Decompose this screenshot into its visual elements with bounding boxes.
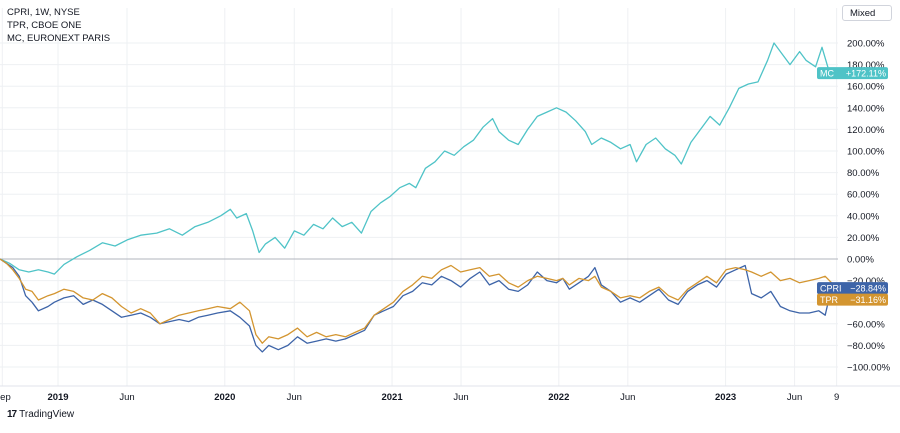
series-line-tpr [0, 258, 836, 344]
price-badge-bg [817, 293, 888, 306]
price-badge-tpr: TPR −31.16% [817, 293, 888, 306]
price-badge-value: +172.11% [846, 69, 886, 79]
chart-legend: CPRI, 1W, NYSE TPR, CBOE ONE MC, EURONEX… [7, 6, 110, 45]
y-tick-label: 20.00% [847, 233, 880, 244]
tradingview-wordmark: TradingView [19, 409, 75, 420]
price-badge-bg [817, 67, 888, 80]
y-tick-label: 40.00% [847, 211, 880, 222]
x-tick-label: Jun [287, 392, 302, 403]
legend-line-cpri[interactable]: CPRI, 1W, NYSE [7, 7, 80, 18]
y-tick-label: 0.00% [847, 255, 874, 266]
y-tick-label: 140.00% [847, 103, 885, 114]
series-line-cpri [0, 258, 836, 353]
price-badge-value: −28.84% [850, 284, 886, 294]
x-tick-label: Jun [453, 392, 468, 403]
x-tick-label: 2023 [715, 392, 736, 403]
x-tick-label: 2019 [47, 392, 68, 403]
tradingview-logo: 17 TradingView [7, 409, 74, 420]
price-badge-bg [817, 282, 888, 295]
x-tick-label: Jun [787, 392, 802, 403]
series-line-mc [0, 42, 836, 275]
y-tick-label: −60.00% [847, 319, 885, 330]
y-tick-label: 100.00% [847, 147, 885, 158]
x-tick-label: 2020 [214, 392, 235, 403]
price-badge-symbol: MC [820, 69, 834, 79]
y-tick-label: 200.00% [847, 39, 885, 50]
price-badge-mc: MC +172.11% [817, 67, 888, 80]
y-tick-label: −20.00% [847, 276, 885, 287]
x-tick-label: 2021 [381, 392, 403, 403]
x-tick-label: Jun [620, 392, 635, 403]
x-tick-label: 2022 [548, 392, 569, 403]
price-badge-symbol: TPR [820, 295, 839, 305]
y-tick-label: 180.00% [847, 60, 885, 71]
legend-line-tpr[interactable]: TPR, CBOE ONE [7, 20, 82, 31]
price-badge-cpri: CPRI −28.84% [817, 282, 888, 295]
y-tick-label: 120.00% [847, 125, 885, 136]
y-tick-label: 60.00% [847, 190, 880, 201]
price-badge-symbol: CPRI [820, 284, 842, 294]
y-tick-label: 80.00% [847, 168, 880, 179]
tradingview-logo-icon: 17 [7, 409, 17, 420]
price-badge-value: −31.16% [850, 295, 886, 305]
y-tick-label: −100.00% [847, 363, 891, 374]
x-tick-label: 9 [834, 392, 839, 403]
x-tick-label: Sep [0, 392, 11, 403]
y-tick-label: 160.00% [847, 82, 885, 93]
legend-line-mc[interactable]: MC, EURONEXT PARIS [7, 33, 111, 44]
y-tick-label: −80.00% [847, 341, 885, 352]
x-tick-label: Jun [119, 392, 134, 403]
scale-mode-button[interactable]: Mixed [842, 5, 892, 21]
